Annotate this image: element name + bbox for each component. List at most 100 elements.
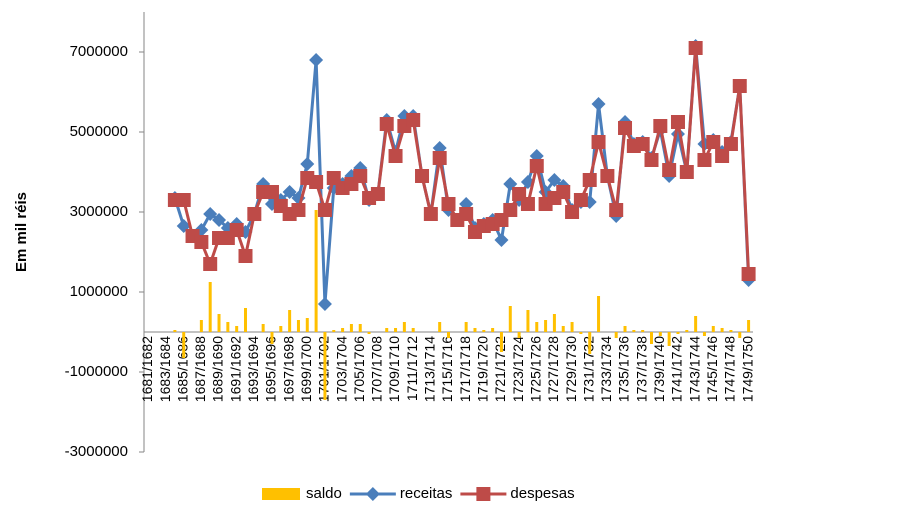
marker (635, 137, 650, 151)
bar (464, 322, 468, 332)
x-tick-label: 1709/1710 (386, 336, 402, 402)
x-tick-label: 1685/1686 (174, 336, 190, 402)
marker (353, 169, 368, 183)
bar (491, 328, 495, 332)
bar (411, 328, 415, 332)
marker (573, 193, 588, 207)
bar (199, 320, 203, 332)
marker (547, 173, 562, 187)
marker (203, 207, 218, 221)
y-axis-label: Em mil réis (13, 192, 30, 272)
bar (261, 324, 265, 332)
y-tick-label: 7000000 (70, 43, 128, 60)
bar (447, 332, 450, 338)
bar (341, 328, 345, 332)
marker (723, 137, 738, 151)
marker (494, 233, 509, 247)
bar (702, 332, 706, 336)
x-tick-label: 1733/1734 (598, 336, 614, 402)
marker (591, 97, 606, 111)
bar (270, 332, 274, 344)
bar (552, 314, 556, 332)
marker (229, 223, 244, 237)
marker (600, 169, 615, 183)
bar (296, 320, 300, 332)
x-tick-label: 1749/1750 (739, 336, 755, 402)
marker (291, 203, 306, 217)
bar (711, 326, 715, 332)
bar (402, 322, 406, 332)
legend-label: receitas (400, 485, 453, 502)
legend-swatch (262, 488, 300, 500)
marker (741, 267, 756, 281)
marker (176, 193, 191, 207)
bar (544, 320, 548, 332)
x-tick-label: 1687/1688 (192, 336, 208, 402)
bar (676, 332, 680, 334)
marker (247, 207, 262, 221)
bar (499, 332, 503, 352)
bar (288, 310, 292, 332)
x-tick-label: 1723/1724 (510, 336, 526, 402)
x-tick-label: 1739/1740 (651, 336, 667, 402)
marker (365, 487, 380, 501)
bar (747, 320, 751, 332)
bar (561, 326, 565, 332)
marker (406, 113, 421, 127)
legend-label: despesas (510, 485, 574, 502)
bar (570, 322, 574, 332)
x-tick-label: 1697/1698 (280, 336, 296, 402)
marker (388, 149, 403, 163)
marker (556, 185, 571, 199)
bar (508, 306, 512, 332)
bar (685, 330, 689, 332)
x-tick-label: 1707/1708 (369, 336, 385, 402)
bar (226, 322, 230, 332)
x-tick-label: 1689/1690 (210, 336, 226, 402)
bar (305, 318, 309, 332)
marker (706, 135, 721, 149)
marker (653, 119, 668, 133)
x-tick-label: 1735/1736 (616, 336, 632, 402)
bar (667, 332, 671, 346)
marker (415, 169, 430, 183)
x-tick-label: 1691/1692 (227, 336, 243, 402)
marker (520, 197, 535, 211)
marker (212, 213, 227, 227)
bar (358, 324, 362, 332)
bar (517, 332, 521, 338)
bar (623, 326, 627, 332)
bar (650, 332, 653, 344)
bar (323, 332, 327, 400)
bar (535, 322, 539, 332)
y-tick-label: -3000000 (65, 443, 128, 460)
bar (614, 332, 618, 338)
bar (482, 330, 486, 332)
marker (618, 121, 633, 135)
x-tick-label: 1715/1716 (439, 336, 455, 402)
marker (370, 187, 385, 201)
marker (423, 207, 438, 221)
x-tick-label: 1695/1696 (263, 336, 279, 402)
marker (459, 207, 474, 221)
bar (217, 314, 221, 332)
marker (688, 41, 703, 55)
x-tick-label: 1719/1720 (475, 336, 491, 402)
bar (173, 330, 177, 332)
bar (314, 210, 318, 332)
x-tick-label: 1725/1726 (527, 336, 543, 402)
y-tick-label: 5000000 (70, 123, 128, 140)
bar (349, 324, 353, 332)
bar (641, 330, 645, 332)
marker (282, 185, 297, 199)
x-tick-label: 1737/1738 (633, 336, 649, 402)
marker (529, 159, 544, 173)
marker (670, 115, 685, 129)
bar (658, 332, 662, 336)
x-tick-label: 1729/1730 (563, 336, 579, 402)
marker (732, 79, 747, 93)
bar (182, 332, 186, 358)
x-tick-label: 1705/1706 (351, 336, 367, 402)
bar (526, 310, 530, 332)
